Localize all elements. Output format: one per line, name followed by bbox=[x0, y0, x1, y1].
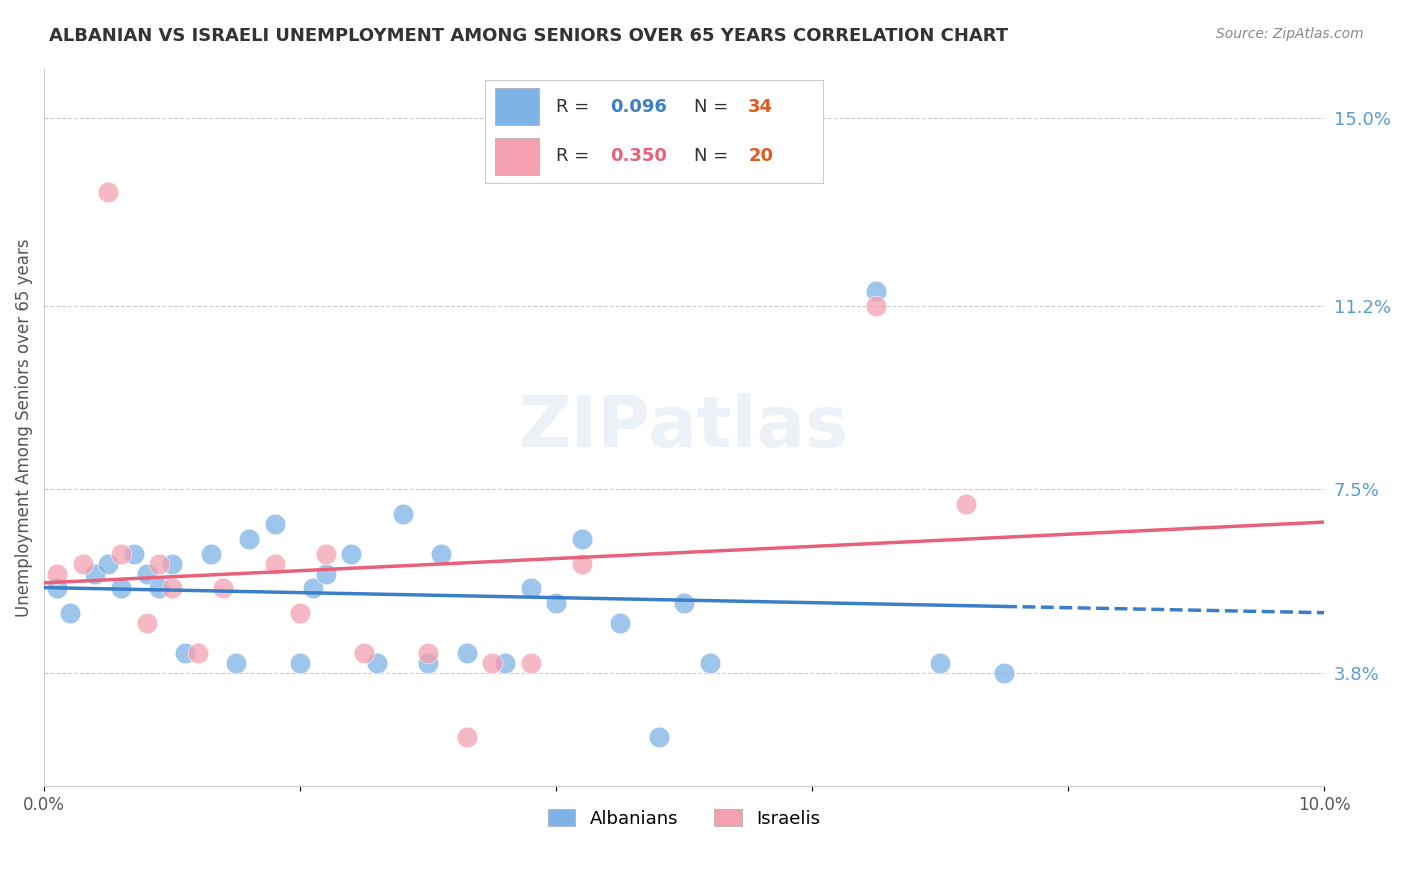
Point bbox=[929, 656, 952, 670]
Point bbox=[366, 656, 388, 670]
Point bbox=[416, 646, 439, 660]
Point bbox=[110, 582, 132, 596]
Point bbox=[416, 656, 439, 670]
Point bbox=[519, 656, 541, 670]
Legend: Albanians, Israelis: Albanians, Israelis bbox=[541, 802, 827, 835]
Point bbox=[225, 656, 247, 670]
Text: 34: 34 bbox=[748, 98, 773, 116]
Point bbox=[263, 517, 285, 532]
Point bbox=[353, 646, 375, 660]
Point bbox=[865, 299, 887, 313]
Point bbox=[673, 596, 696, 610]
Point bbox=[699, 656, 721, 670]
Point bbox=[187, 646, 209, 660]
Text: ZIPatlas: ZIPatlas bbox=[519, 393, 849, 462]
Point bbox=[571, 532, 593, 546]
Point bbox=[494, 656, 516, 670]
Text: 0.350: 0.350 bbox=[610, 147, 666, 165]
Point bbox=[148, 582, 170, 596]
Point bbox=[97, 557, 120, 571]
Point bbox=[481, 656, 503, 670]
Point bbox=[456, 730, 478, 744]
Point bbox=[865, 285, 887, 299]
Point bbox=[315, 566, 337, 581]
Point bbox=[45, 566, 67, 581]
Point bbox=[315, 547, 337, 561]
Point bbox=[72, 557, 94, 571]
Point bbox=[160, 557, 183, 571]
Point bbox=[519, 582, 541, 596]
Text: 20: 20 bbox=[748, 147, 773, 165]
Point bbox=[955, 497, 977, 511]
Point bbox=[84, 566, 107, 581]
Point bbox=[135, 566, 157, 581]
Point bbox=[263, 557, 285, 571]
Text: N =: N = bbox=[695, 98, 734, 116]
FancyBboxPatch shape bbox=[495, 137, 538, 175]
Point bbox=[288, 606, 311, 620]
Point bbox=[302, 582, 325, 596]
Point bbox=[571, 557, 593, 571]
Point bbox=[340, 547, 363, 561]
Point bbox=[391, 507, 413, 521]
Point bbox=[546, 596, 568, 610]
Point bbox=[174, 646, 197, 660]
Point bbox=[148, 557, 170, 571]
Text: R =: R = bbox=[555, 98, 595, 116]
Point bbox=[993, 665, 1015, 680]
Y-axis label: Unemployment Among Seniors over 65 years: Unemployment Among Seniors over 65 years bbox=[15, 238, 32, 616]
Point bbox=[200, 547, 222, 561]
Text: R =: R = bbox=[555, 147, 595, 165]
Point bbox=[456, 646, 478, 660]
Text: ALBANIAN VS ISRAELI UNEMPLOYMENT AMONG SENIORS OVER 65 YEARS CORRELATION CHART: ALBANIAN VS ISRAELI UNEMPLOYMENT AMONG S… bbox=[49, 27, 1008, 45]
Point bbox=[430, 547, 453, 561]
Point bbox=[647, 730, 669, 744]
FancyBboxPatch shape bbox=[495, 88, 538, 126]
Point bbox=[135, 616, 157, 631]
Point bbox=[238, 532, 260, 546]
Text: Source: ZipAtlas.com: Source: ZipAtlas.com bbox=[1216, 27, 1364, 41]
Point bbox=[110, 547, 132, 561]
Point bbox=[212, 582, 235, 596]
Point bbox=[59, 606, 82, 620]
Point bbox=[609, 616, 631, 631]
Point bbox=[122, 547, 145, 561]
Text: 0.096: 0.096 bbox=[610, 98, 666, 116]
Point bbox=[97, 186, 120, 200]
Point bbox=[160, 582, 183, 596]
Point bbox=[288, 656, 311, 670]
Text: N =: N = bbox=[695, 147, 734, 165]
Point bbox=[45, 582, 67, 596]
